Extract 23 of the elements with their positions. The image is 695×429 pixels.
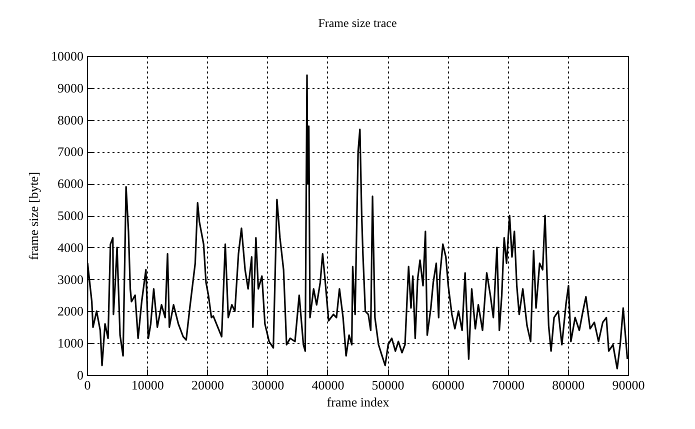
x-axis-title: frame index xyxy=(326,394,390,410)
x-tick-label: 90000 xyxy=(612,378,645,392)
chart-title: Frame size trace xyxy=(318,16,397,30)
y-tick-label: 6000 xyxy=(58,176,84,192)
y-tick-label: 4000 xyxy=(58,240,84,255)
x-tick-label: 40000 xyxy=(312,378,344,392)
y-axis-title: frame size [byte] xyxy=(26,172,41,260)
y-tick-label: 5000 xyxy=(58,208,84,223)
y-tick-label: 8000 xyxy=(58,112,84,128)
y-tick-label: 3000 xyxy=(58,272,84,287)
y-tick-label: 10000 xyxy=(51,48,84,64)
y-tick-label: 1000 xyxy=(58,336,84,351)
x-tick-label: 70000 xyxy=(492,378,525,392)
x-tick-label: 20000 xyxy=(191,378,224,392)
y-tick-label: 7000 xyxy=(58,144,84,160)
y-tick-label: 0 xyxy=(77,368,84,382)
x-tick-label: 10000 xyxy=(131,378,164,392)
x-tick-label: 80000 xyxy=(552,378,585,392)
x-tick-label: 30000 xyxy=(252,378,284,392)
x-tick-label: 50000 xyxy=(372,378,404,392)
y-tick-label: 9000 xyxy=(58,80,84,96)
x-tick-label: 60000 xyxy=(432,378,464,392)
y-tick-label: 2000 xyxy=(58,304,84,319)
